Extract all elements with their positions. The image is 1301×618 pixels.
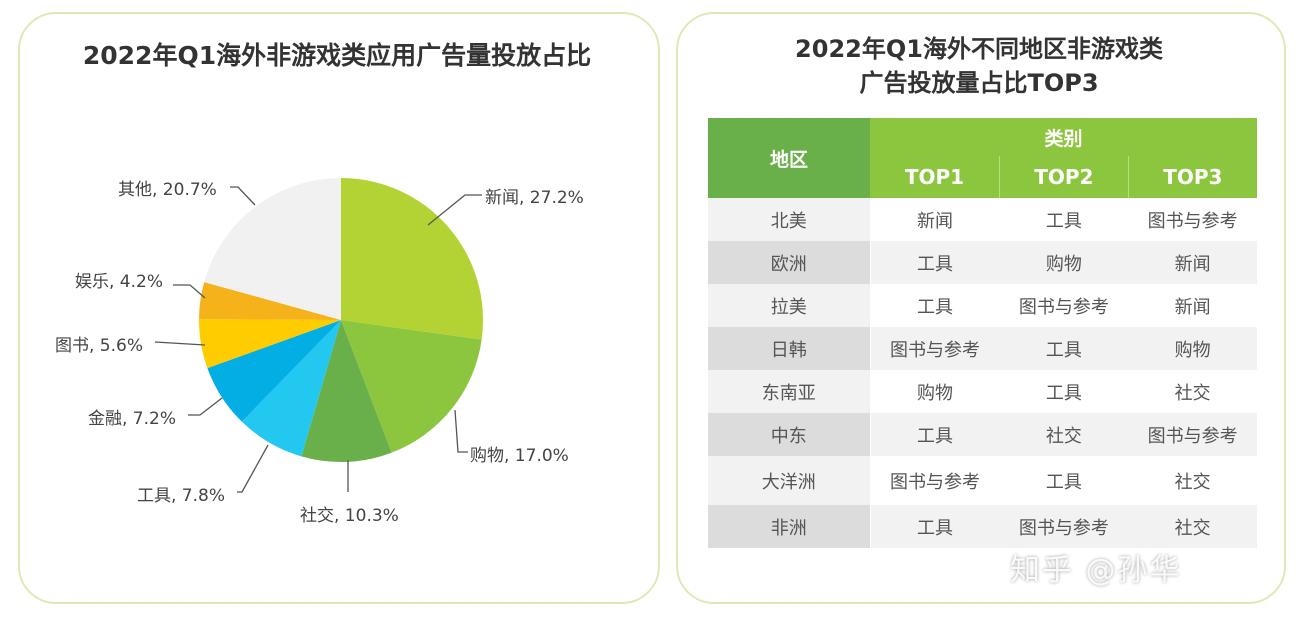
leader-line-7 (230, 186, 256, 206)
category-cell: 工具 (870, 241, 1000, 284)
pie-label: 工具, 7.8% (137, 486, 225, 506)
leader-line-0 (427, 194, 482, 226)
table-row: 东南亚 购物 工具 社交 (708, 370, 1257, 413)
pie-slice-3 (241, 320, 341, 457)
table-row: 日韩 图书与参考 工具 购物 (708, 327, 1257, 370)
category-cell: 社交 (999, 413, 1129, 456)
pie-label: 购物, 17.0% (470, 446, 569, 466)
region-cell: 中东 (708, 413, 871, 456)
category-cell: 新闻 (870, 198, 1000, 241)
category-cell: 购物 (870, 370, 1000, 413)
category-cell: 工具 (999, 370, 1129, 413)
header-region: 地区 (708, 118, 870, 198)
region-cell: 欧洲 (708, 241, 871, 284)
pie-slice-4 (207, 320, 341, 422)
table-row: 北美 新闻 工具 图书与参考 (708, 198, 1257, 241)
pie-slice-1 (341, 320, 482, 453)
table-row: 大洋洲 图书与参考 工具 社交 (708, 456, 1257, 505)
category-cell: 图书与参考 (999, 284, 1129, 327)
category-cell: 社交 (1128, 456, 1257, 505)
category-cell: 工具 (999, 456, 1129, 505)
pie-label: 其他, 20.7% (118, 180, 217, 200)
category-cell: 图书与参考 (870, 456, 1000, 505)
category-cell: 工具 (870, 413, 1000, 456)
category-cell: 社交 (1128, 505, 1257, 548)
header-top2: TOP2 (998, 156, 1129, 198)
category-cell: 工具 (999, 198, 1129, 241)
leader-line-3 (237, 444, 269, 493)
pie-label: 图书, 5.6% (55, 336, 143, 356)
category-cell: 购物 (1128, 327, 1257, 370)
category-cell: 图书与参考 (870, 327, 1000, 370)
category-cell: 社交 (1128, 370, 1257, 413)
pie-label: 社交, 10.3% (300, 506, 399, 526)
category-cell: 新闻 (1128, 241, 1257, 284)
table-title-line2: 广告投放量占比TOP3 (859, 69, 1099, 97)
category-cell: 工具 (870, 284, 1000, 327)
category-cell: 工具 (999, 327, 1129, 370)
region-cell: 日韩 (708, 327, 871, 370)
region-cell: 拉美 (708, 284, 871, 327)
table-row: 非洲 工具 图书与参考 社交 (708, 505, 1257, 548)
leader-line-5 (154, 341, 206, 346)
watermark: 知乎 @孙华 (1010, 553, 1182, 588)
pie-slice-5 (199, 319, 341, 369)
region-cell: 北美 (708, 198, 871, 241)
table-row: 拉美 工具 图书与参考 新闻 (708, 284, 1257, 327)
leader-line-1 (454, 409, 468, 453)
leader-line-4 (188, 397, 223, 416)
region-cell: 大洋洲 (708, 456, 871, 505)
pie-label: 金融, 7.2% (88, 409, 176, 429)
pie-chart-title: 2022年Q1海外非游戏类应用广告量投放占比 (82, 41, 592, 70)
header-top3: TOP3 (1127, 156, 1257, 198)
category-cell: 图书与参考 (1128, 198, 1257, 241)
table-title: 2022年Q1海外不同地区非游戏类 广告投放量占比TOP3 (676, 32, 1282, 100)
region-cell: 东南亚 (708, 370, 871, 413)
category-cell: 购物 (999, 241, 1129, 284)
pie-label: 新闻, 27.2% (485, 188, 584, 208)
category-cell: 新闻 (1128, 284, 1257, 327)
table-title-line1: 2022年Q1海外不同地区非游戏类 (795, 35, 1163, 63)
pie-slice-0 (341, 178, 483, 340)
pie-label: 娱乐, 4.2% (75, 272, 163, 292)
table-row: 欧洲 工具 购物 新闻 (708, 241, 1257, 284)
pie-slice-2 (301, 320, 392, 462)
pie-slice-6 (199, 282, 341, 320)
region-top3-table: 地区 类别 TOP1 TOP2 TOP3 北美 新闻 工具 图书与参考 欧洲 工具 购物 新闻 拉美… (708, 118, 1257, 548)
category-cell: 图书与参考 (999, 505, 1129, 548)
region-cell: 非洲 (708, 505, 871, 548)
header-category: 类别 (870, 118, 1257, 156)
category-cell: 图书与参考 (1128, 413, 1257, 456)
category-cell: 工具 (870, 505, 1000, 548)
leader-line-6 (173, 284, 206, 299)
pie-slice-7 (204, 178, 341, 320)
table-row: 中东 工具 社交 图书与参考 (708, 413, 1257, 456)
header-top1: TOP1 (870, 156, 1000, 198)
